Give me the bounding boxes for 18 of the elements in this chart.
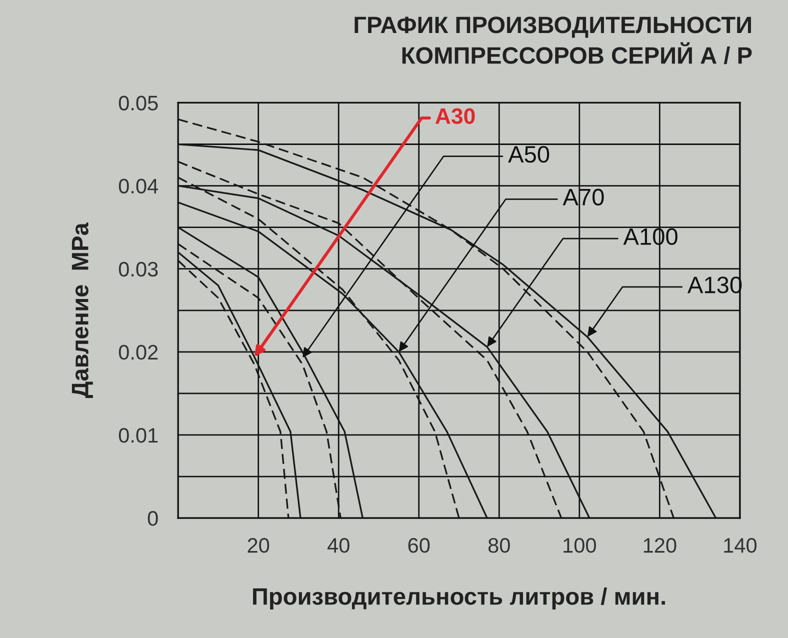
y-tick-label: 0.02 (118, 344, 158, 360)
x-tick-label: 120 (644, 538, 676, 553)
x-tick-label: 100 (564, 538, 596, 553)
y-axis-title: Давление MPa (72, 222, 93, 398)
x-axis-title: Производительность литров / мин. (253, 587, 665, 610)
y-tick-label: 0.05 (118, 96, 158, 110)
x-tick-label: 20 (248, 538, 270, 553)
y-tick-label: 0.03 (118, 262, 158, 277)
chart-title: ГРАФИК ПРОИЗВОДИТЕЛЬНОСТИ КОМПРЕССОРОВ СЕРИЙ А / Р (354, 16, 752, 64)
x-tick-label: 60 (408, 538, 430, 553)
annotation: A50 (508, 146, 550, 163)
y-tick-label: 0.01 (118, 428, 158, 443)
x-tick-label: 140 (724, 538, 756, 553)
annotation: A30 (435, 108, 475, 124)
y-tick-label: 0 (148, 511, 158, 526)
y-tick-label: 0.04 (118, 178, 158, 194)
x-tick-label: 40 (328, 538, 350, 553)
x-tick-label: 80 (488, 538, 510, 553)
